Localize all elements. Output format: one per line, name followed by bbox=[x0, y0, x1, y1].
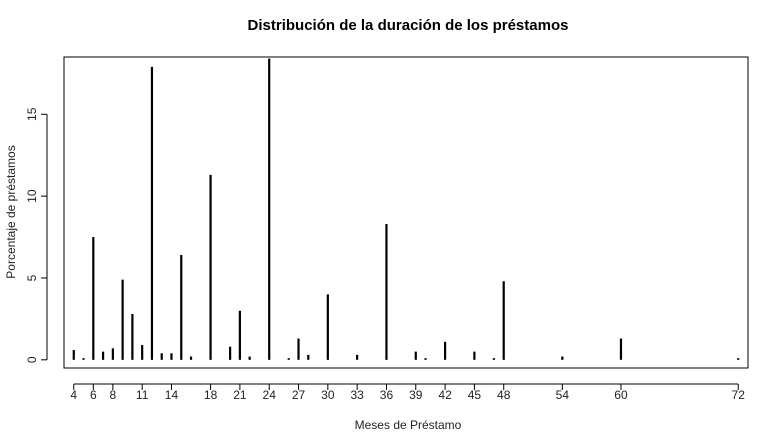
y-tick-label: 10 bbox=[25, 189, 39, 203]
x-tick-label: 39 bbox=[409, 388, 423, 402]
x-tick-label: 33 bbox=[350, 388, 364, 402]
x-tick-label: 54 bbox=[556, 388, 570, 402]
y-axis: 0 5 10 15 bbox=[25, 107, 48, 363]
x-tick-label: 4 bbox=[70, 388, 77, 402]
y-tick-label: 5 bbox=[25, 274, 39, 281]
x-tick-label: 6 bbox=[90, 388, 97, 402]
x-tick-label: 21 bbox=[233, 388, 247, 402]
x-axis-label: Meses de Préstamo bbox=[355, 418, 462, 432]
x-tick-label: 18 bbox=[204, 388, 218, 402]
bars bbox=[72, 58, 740, 360]
chart-title: Distribución de la duración de los prést… bbox=[248, 17, 569, 34]
x-tick-label: 45 bbox=[468, 388, 482, 402]
x-tick-label: 42 bbox=[438, 388, 452, 402]
x-tick-label: 24 bbox=[263, 388, 277, 402]
y-tick-label: 0 bbox=[25, 356, 39, 363]
x-tick-label: 8 bbox=[110, 388, 117, 402]
y-axis-label: Porcentaje de préstamos bbox=[4, 145, 18, 278]
x-axis: 4 6 8 11 14 18 21 24 27 30 33 36 39 42 45 48 54 60 72 bbox=[70, 383, 746, 402]
x-tick-label: 60 bbox=[614, 388, 628, 402]
x-tick-label: 72 bbox=[732, 388, 746, 402]
x-tick-label: 11 bbox=[136, 388, 149, 402]
x-tick-label: 14 bbox=[165, 388, 179, 402]
x-tick-label: 30 bbox=[321, 388, 335, 402]
x-tick-label: 36 bbox=[380, 388, 394, 402]
y-tick-label: 15 bbox=[25, 107, 39, 121]
x-tick-label: 48 bbox=[497, 388, 511, 402]
x-tick-label: 27 bbox=[292, 388, 306, 402]
plot-frame bbox=[63, 56, 749, 369]
